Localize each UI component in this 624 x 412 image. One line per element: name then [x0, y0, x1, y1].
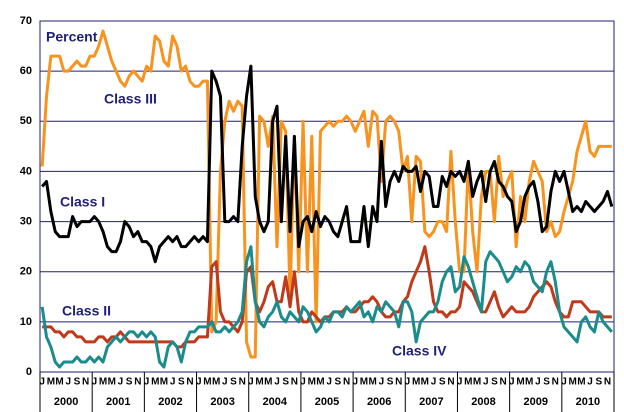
y-tick-label: 20	[20, 266, 32, 278]
series-line	[40, 245, 613, 369]
x-tick-label: S	[543, 377, 550, 388]
x-tick-label: J	[118, 377, 124, 388]
x-tick-label: N	[395, 377, 402, 388]
x-tick-label: N	[239, 377, 246, 388]
x-tick-label: M	[473, 377, 481, 388]
y-tick-label: 40	[20, 165, 32, 177]
x-tick-label: M	[264, 377, 272, 388]
x-tick-label: M	[47, 377, 55, 388]
x-tick-label: M	[308, 377, 316, 388]
year-label: 2003	[210, 396, 234, 408]
x-tick-label: S	[439, 377, 446, 388]
x-tick-label: S	[335, 377, 342, 388]
x-tick-label: N	[447, 377, 454, 388]
x-tick-label: M	[160, 377, 168, 388]
x-tick-label: S	[178, 377, 185, 388]
x-tick-label: J	[457, 377, 463, 388]
year-label: 2002	[158, 396, 182, 408]
x-tick-label: J	[431, 377, 437, 388]
plot-area	[39, 20, 615, 373]
series-line	[41, 64, 614, 264]
x-tick-label: M	[99, 377, 107, 388]
x-tick-label: J	[509, 377, 515, 388]
x-tick-label: N	[186, 377, 193, 388]
year-label: 2010	[576, 396, 600, 408]
x-tick-label: J	[92, 377, 98, 388]
year-label: 2008	[471, 396, 495, 408]
x-tick-label: N	[82, 377, 89, 388]
x-tick-label: J	[405, 377, 411, 388]
series-label: Class II	[62, 303, 111, 319]
x-tick-label: J	[483, 377, 489, 388]
x-tick-label: M	[255, 377, 263, 388]
x-tick-label: J	[379, 377, 385, 388]
x-tick-label: J	[65, 377, 71, 388]
year-label: 2001	[106, 396, 130, 408]
x-tick-label: J	[39, 377, 45, 388]
y-tick-label: 10	[20, 316, 32, 328]
x-tick-label: N	[134, 377, 141, 388]
x-tick-label: N	[343, 377, 350, 388]
x-tick-label: J	[587, 377, 593, 388]
x-tick-label: M	[360, 377, 368, 388]
x-tick-label: M	[412, 377, 420, 388]
x-tick-label: J	[248, 377, 254, 388]
x-tick-label: M	[516, 377, 524, 388]
x-tick-label: J	[326, 377, 332, 388]
x-tick-label: S	[126, 377, 133, 388]
series-label: Class IV	[392, 343, 447, 359]
year-label: 2004	[263, 396, 288, 408]
x-tick-label: J	[352, 377, 358, 388]
x-tick-label: M	[569, 377, 577, 388]
x-tick-label: S	[387, 377, 394, 388]
y-tick-label: 70	[20, 15, 32, 27]
series-label: Class I	[60, 194, 105, 210]
x-tick-label: S	[230, 377, 237, 388]
y-axis-label: Percent	[46, 29, 98, 45]
year-label: 2009	[523, 396, 547, 408]
x-tick-label: M	[316, 377, 324, 388]
x-tick-label: S	[595, 377, 602, 388]
x-tick-label: J	[144, 377, 150, 388]
x-tick-label: N	[291, 377, 298, 388]
series-line	[40, 29, 612, 359]
x-tick-label: M	[203, 377, 211, 388]
year-label: 2006	[367, 396, 391, 408]
x-tick-label: S	[74, 377, 81, 388]
x-tick-label: M	[368, 377, 376, 388]
x-tick-label: N	[552, 377, 559, 388]
year-label: 2000	[54, 396, 78, 408]
x-tick-label: S	[491, 377, 498, 388]
x-tick-label: M	[55, 377, 63, 388]
series-label: Class III	[104, 91, 157, 107]
y-tick-label: 50	[20, 115, 32, 127]
x-tick-label: M	[421, 377, 429, 388]
year-label: 2005	[315, 396, 339, 408]
y-tick-label: 60	[20, 65, 32, 77]
x-tick-label: M	[525, 377, 533, 388]
x-tick-label: M	[577, 377, 585, 388]
y-tick-label: 0	[26, 366, 32, 378]
x-tick-label: J	[561, 377, 567, 388]
x-tick-label: J	[196, 377, 202, 388]
x-tick-label: J	[222, 377, 228, 388]
x-tick-label: J	[535, 377, 541, 388]
x-tick-label: M	[464, 377, 472, 388]
year-label: 2007	[419, 396, 443, 408]
x-tick-label: J	[274, 377, 280, 388]
x-tick-label: M	[108, 377, 116, 388]
x-tick-label: J	[170, 377, 176, 388]
x-tick-label: M	[212, 377, 220, 388]
series-line	[42, 245, 612, 349]
x-tick-label: J	[300, 377, 306, 388]
x-tick-label: S	[282, 377, 289, 388]
x-tick-label: M	[151, 377, 159, 388]
x-tick-label: N	[499, 377, 506, 388]
x-tick-label: N	[604, 377, 611, 388]
y-tick-label: 30	[20, 215, 32, 227]
